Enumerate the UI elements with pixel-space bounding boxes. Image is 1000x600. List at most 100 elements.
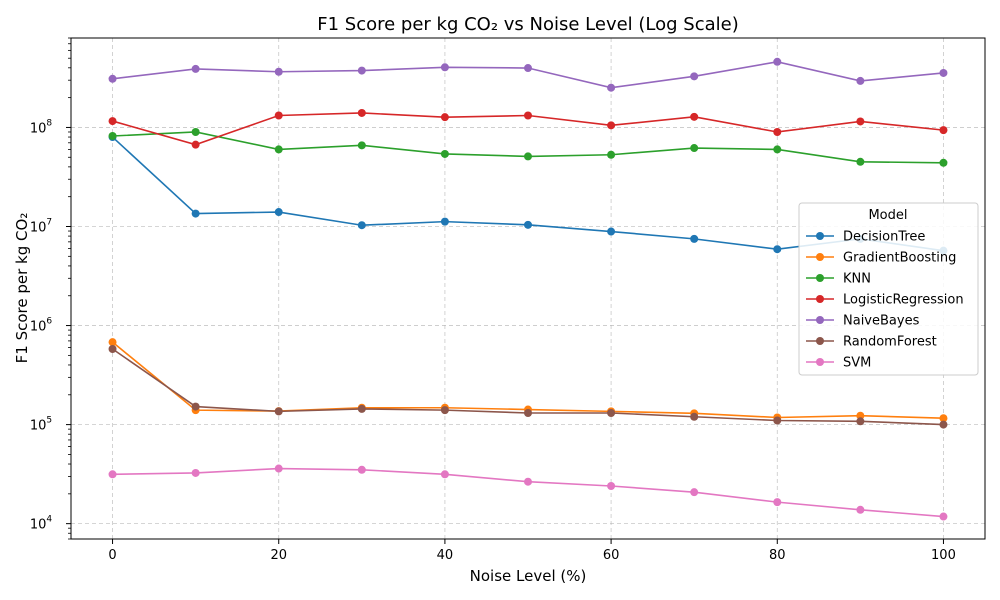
legend-item: SVM [806, 356, 871, 371]
legend-item: NaiveBayes [806, 314, 920, 329]
data-point [274, 208, 283, 217]
legend-swatch-marker [816, 274, 824, 282]
data-point [274, 145, 283, 154]
x-axis: 0 20 40 60 80 100 [108, 539, 956, 563]
data-point [440, 113, 449, 122]
legend-swatch-marker [816, 337, 824, 345]
data-point [440, 217, 449, 226]
data-point [607, 408, 616, 417]
data-point [357, 141, 366, 150]
series-NaiveBayes [108, 57, 948, 92]
data-point [524, 220, 532, 229]
legend-swatch-marker [816, 358, 824, 366]
series-SVM [108, 464, 948, 521]
data-point [773, 498, 782, 507]
y-tick-label: 104 [30, 515, 53, 533]
data-point [440, 470, 449, 479]
data-point [939, 420, 948, 429]
data-point [524, 64, 532, 73]
plot-frame [70, 37, 986, 540]
data-point [690, 112, 699, 121]
data-point [690, 72, 699, 81]
data-point [357, 221, 366, 230]
data-point [440, 149, 449, 158]
data-point [856, 76, 865, 85]
legend-swatch-marker [816, 253, 824, 261]
series-RandomForest [108, 344, 948, 429]
legend-label: RandomForest [843, 335, 937, 350]
y-tick-label: 106 [30, 317, 53, 335]
x-tick-label: 80 [769, 548, 786, 563]
data-point [357, 108, 366, 117]
data-point [108, 338, 117, 347]
data-point [357, 404, 366, 413]
chart-title: F1 Score per kg CO₂ vs Noise Level (Log … [317, 14, 739, 35]
data-point [607, 481, 616, 490]
legend-item: DecisionTree [806, 230, 925, 245]
data-point [357, 465, 366, 474]
data-point [274, 464, 283, 473]
x-tick-label: 0 [108, 548, 116, 563]
data-point [607, 227, 616, 236]
data-point [856, 417, 865, 426]
legend-swatch-marker [816, 316, 824, 324]
y-tick-label: 105 [30, 416, 52, 434]
data-point [856, 505, 865, 514]
data-point [607, 150, 616, 159]
legend-item: RandomForest [806, 335, 937, 350]
data-point [357, 66, 366, 75]
data-point [191, 468, 200, 477]
data-point [607, 121, 616, 130]
data-point [773, 145, 782, 154]
data-point [440, 63, 449, 72]
x-tick-label: 60 [603, 548, 620, 563]
legend-item: GradientBoosting [806, 251, 956, 266]
x-axis-label: Noise Level (%) [470, 567, 587, 585]
data-point [524, 111, 532, 120]
data-point [108, 131, 117, 140]
data-point [524, 408, 532, 417]
data-point [191, 64, 200, 73]
legend-swatch-marker [816, 232, 824, 240]
data-point [939, 158, 948, 167]
data-point [108, 74, 117, 83]
y-axis-label: F1 Score per kg CO₂ [13, 213, 31, 364]
data-point [607, 83, 616, 92]
data-point [440, 406, 449, 415]
data-point [524, 477, 532, 486]
data-point [274, 407, 283, 416]
y-axis: 104 105 106 107 108 [30, 37, 71, 540]
data-point [939, 126, 948, 135]
data-point [939, 68, 948, 77]
legend-label: LogisticRegression [843, 293, 964, 308]
x-tick-label: 40 [437, 548, 454, 563]
series-line [112, 467, 944, 518]
y-tick-label: 107 [30, 218, 52, 236]
x-tick-label: 100 [931, 548, 956, 563]
data-point [191, 140, 200, 149]
x-tick-label: 20 [270, 548, 287, 563]
data-point [108, 344, 117, 353]
data-point [108, 117, 117, 126]
data-point [939, 512, 948, 521]
legend-label: NaiveBayes [843, 314, 920, 329]
y-tick-label: 108 [30, 118, 53, 136]
legend: Model DecisionTree GradientBoosting KNN Log… [798, 202, 979, 376]
legend-title: Model [868, 208, 907, 223]
data-point [939, 414, 948, 423]
data-point [524, 152, 532, 161]
data-point [690, 412, 699, 421]
data-point [690, 488, 699, 497]
series-LogisticRegression [108, 108, 948, 149]
data-point [856, 117, 865, 126]
data-point [773, 57, 782, 66]
data-point [773, 416, 782, 425]
data-point [856, 411, 865, 420]
legend-label: DecisionTree [843, 230, 925, 245]
legend-label: KNN [843, 272, 871, 287]
series-layer [108, 57, 948, 521]
data-point [274, 111, 283, 120]
legend-item: LogisticRegression [806, 293, 964, 308]
data-point [856, 157, 865, 166]
